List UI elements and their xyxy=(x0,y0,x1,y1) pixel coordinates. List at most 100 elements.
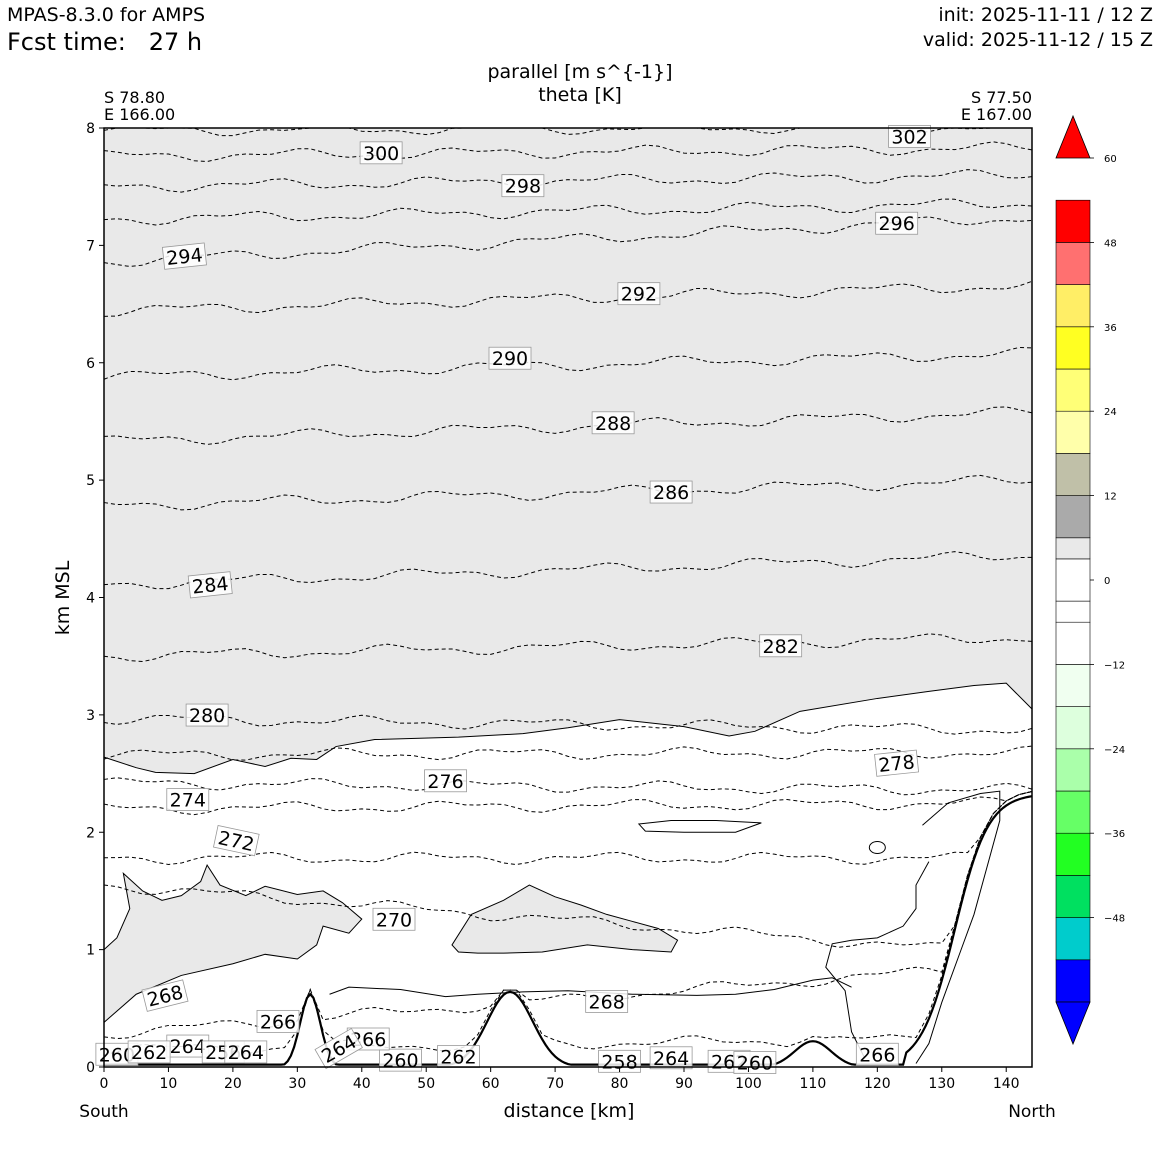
colorbar-segment xyxy=(1055,664,1091,707)
theta-label: 288 xyxy=(591,411,635,435)
x-tick-label: 50 xyxy=(417,1076,435,1092)
colorbar-segment xyxy=(1055,621,1091,665)
colorbar-tick-label: 24 xyxy=(1104,407,1117,418)
svg-text:266: 266 xyxy=(859,1044,895,1066)
theta-label: 266 xyxy=(855,1042,899,1066)
wind-contour-upper xyxy=(103,682,1033,775)
theta-line-290 xyxy=(103,346,1033,381)
x-tick-label: 140 xyxy=(993,1076,1020,1092)
colorbar-tick-label: 60 xyxy=(1104,154,1117,165)
init-time: init: 2025-11-11 / 12 Z xyxy=(938,4,1153,26)
end-lat: S 77.50 xyxy=(971,88,1032,107)
colorbar-segment xyxy=(1055,748,1091,792)
colorbar-segment xyxy=(1055,326,1091,370)
svg-text:292: 292 xyxy=(621,284,657,306)
theta-label: 274 xyxy=(166,788,210,812)
colorbar-tick-label: 12 xyxy=(1104,492,1117,503)
colorbar-tick-label: 0 xyxy=(1104,576,1110,587)
colorbar-extend-low xyxy=(1055,1001,1091,1046)
forecast-time-value: 27 h xyxy=(148,28,203,56)
theta-line-284 xyxy=(103,551,1033,590)
theta-label: 280 xyxy=(185,703,229,727)
theta-label: 266 xyxy=(256,1009,300,1033)
svg-text:262: 262 xyxy=(440,1047,476,1069)
svg-text:290: 290 xyxy=(492,348,528,370)
x-tick-label: 120 xyxy=(864,1076,891,1092)
colorbar-tick-label: 36 xyxy=(1104,323,1117,334)
theta-label: 264 xyxy=(649,1046,693,1070)
y-tick-label: 3 xyxy=(86,708,95,724)
south-label: South xyxy=(79,1102,128,1122)
theta-label: 260 xyxy=(379,1048,422,1072)
upper-wind-region xyxy=(104,128,1032,774)
colorbar-tick-label: 48 xyxy=(1104,238,1117,249)
svg-text:278: 278 xyxy=(877,751,915,777)
theta-line-300 xyxy=(103,141,1033,163)
svg-text:260: 260 xyxy=(737,1052,773,1074)
svg-text:282: 282 xyxy=(763,636,799,658)
colorbar-segment xyxy=(1055,495,1091,539)
wind-shading xyxy=(103,128,1032,1024)
forecast-time-label: Fcst time: xyxy=(7,28,126,56)
colorbar-extend-high xyxy=(1055,114,1091,159)
svg-text:300: 300 xyxy=(363,143,399,165)
theta-line-282 xyxy=(103,633,1033,663)
end-lon: E 167.00 xyxy=(961,105,1032,124)
svg-text:270: 270 xyxy=(376,909,412,931)
theta-label: 286 xyxy=(649,480,693,504)
wind-contour-right-inner xyxy=(825,861,930,1058)
theta-label: 294 xyxy=(161,242,207,270)
colorbar-segment xyxy=(1055,368,1091,412)
svg-text:286: 286 xyxy=(653,482,689,504)
x-tick-label: 30 xyxy=(288,1076,306,1092)
x-tick-label: 0 xyxy=(100,1076,109,1092)
svg-text:276: 276 xyxy=(427,771,463,793)
theta-label: 268 xyxy=(585,990,629,1013)
svg-text:260: 260 xyxy=(382,1050,418,1072)
svg-text:264: 264 xyxy=(170,1036,206,1058)
colorbar-segment xyxy=(1055,199,1091,243)
theta-label: 282 xyxy=(759,634,803,658)
colorbar-segment xyxy=(1055,600,1091,623)
start-lat: S 78.80 xyxy=(104,88,165,107)
theta-label: 290 xyxy=(488,346,532,370)
svg-text:280: 280 xyxy=(189,705,225,727)
x-tick-label: 20 xyxy=(224,1076,242,1092)
x-axis-label: distance [km] xyxy=(504,1100,635,1122)
theta-label: 264 xyxy=(224,1040,268,1064)
x-tick-label: 40 xyxy=(353,1076,371,1092)
colorbar-segment xyxy=(1055,558,1091,602)
y-tick-label: 4 xyxy=(86,591,95,607)
svg-text:274: 274 xyxy=(170,790,206,812)
y-tick-label: 1 xyxy=(86,943,95,959)
center-wind-region xyxy=(451,884,679,954)
y-tick-label: 7 xyxy=(86,238,95,254)
colorbar-segment xyxy=(1055,410,1091,454)
theta-line-286 xyxy=(103,474,1033,511)
svg-text:296: 296 xyxy=(879,213,915,235)
theta-label: 262 xyxy=(127,1040,171,1064)
theta-line-288 xyxy=(103,406,1033,445)
theta-line-270 xyxy=(103,791,1033,948)
theta-line-278 xyxy=(103,745,1033,761)
svg-text:288: 288 xyxy=(595,413,631,435)
svg-text:264: 264 xyxy=(228,1042,264,1064)
x-tick-label: 100 xyxy=(735,1076,762,1092)
theta-line-274 xyxy=(103,791,1033,816)
theta-label: 262 xyxy=(437,1045,480,1069)
svg-text:302: 302 xyxy=(891,126,927,148)
axes: 0 10 20 30 40 50 60 70 80 90 100 110 120 130 140 0 1 2 3 4 5… xyxy=(86,121,1020,1092)
start-lon: E 166.00 xyxy=(104,105,175,124)
svg-text:268: 268 xyxy=(589,991,625,1013)
x-tick-label: 10 xyxy=(160,1076,178,1092)
valid-time: valid: 2025-11-12 / 15 Z xyxy=(922,29,1153,51)
svg-text:262: 262 xyxy=(131,1042,167,1064)
svg-text:258: 258 xyxy=(601,1051,637,1073)
colorbar-tick-label: −48 xyxy=(1104,914,1125,925)
theta-label: 300 xyxy=(359,141,403,165)
small-wind-cell xyxy=(637,820,762,833)
svg-text:284: 284 xyxy=(191,573,229,599)
theta-line-292 xyxy=(103,280,1033,317)
colorbar-segment xyxy=(1055,242,1091,285)
